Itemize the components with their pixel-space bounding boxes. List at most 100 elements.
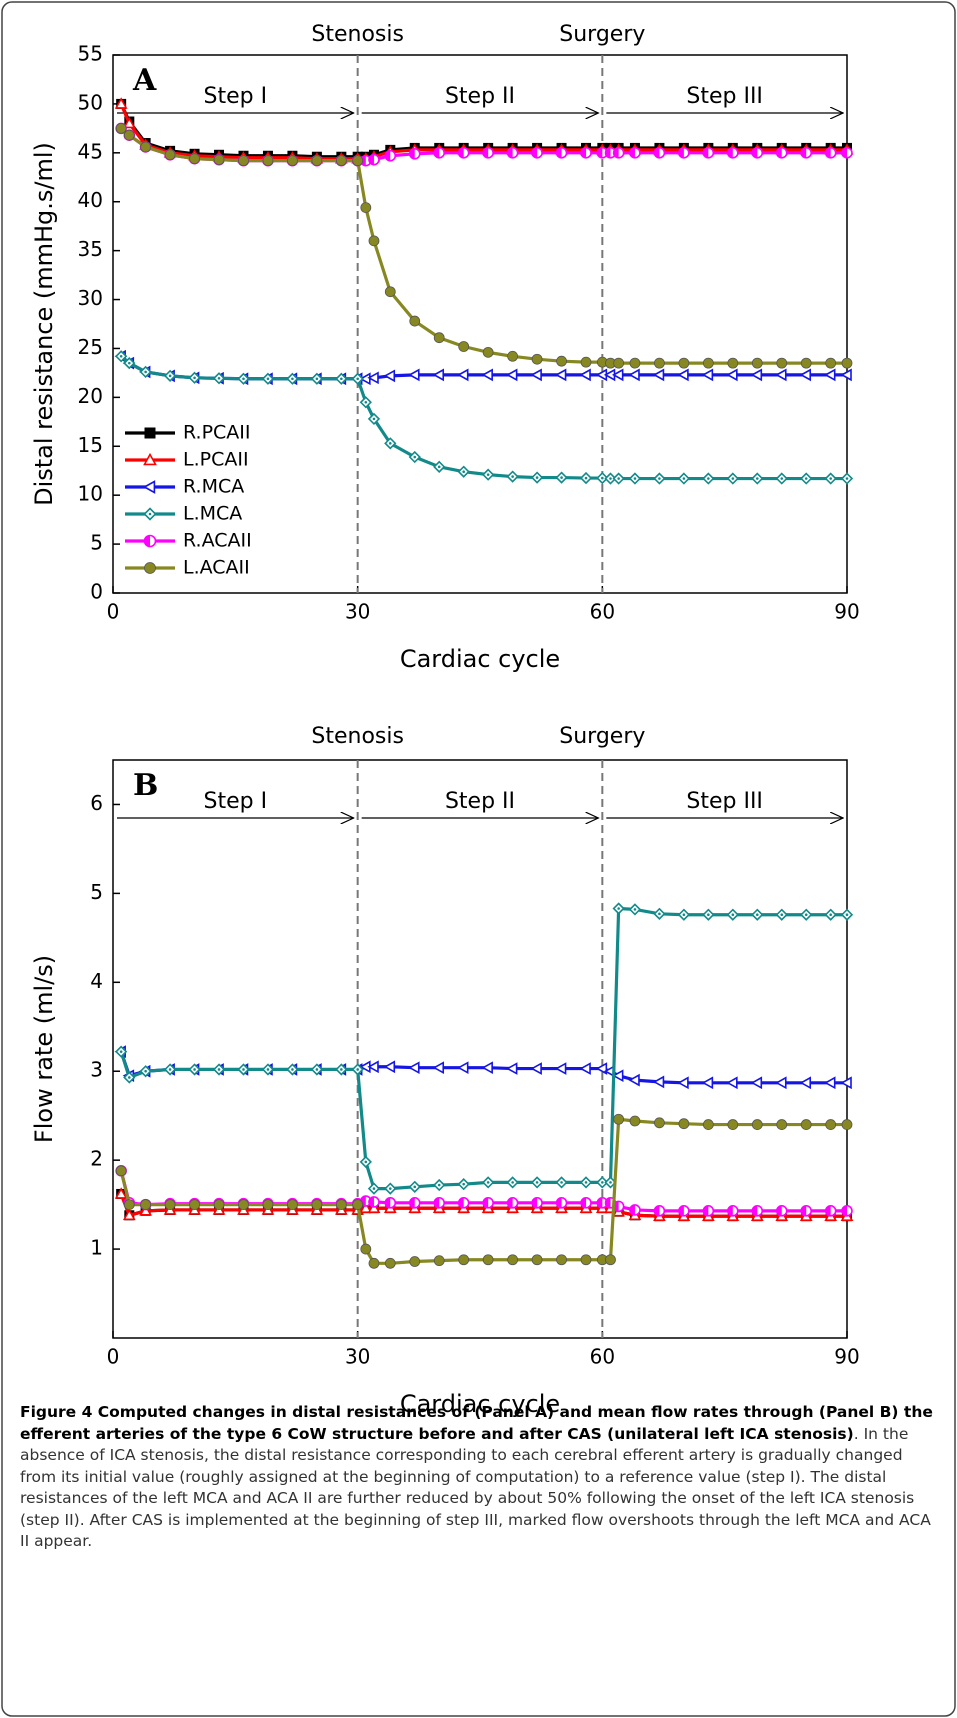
- marker-shape: [775, 1076, 787, 1090]
- marker: [359, 1201, 373, 1213]
- marker: [433, 332, 445, 344]
- marker: [775, 368, 787, 382]
- marker: [579, 1176, 593, 1189]
- marker-shape: [383, 369, 396, 383]
- marker: [554, 368, 567, 382]
- marker: [556, 1254, 567, 1266]
- marker-shape: [556, 147, 562, 158]
- marker: [530, 368, 542, 382]
- event-label: Stenosis: [311, 22, 404, 47]
- marker: [457, 368, 469, 382]
- y-tick-label: 20: [78, 384, 103, 408]
- marker-shape: [242, 377, 245, 381]
- marker-shape: [727, 1119, 739, 1130]
- y-tick-label: 3: [90, 1058, 103, 1082]
- marker-shape: [824, 368, 836, 382]
- marker-shape: [707, 913, 710, 917]
- marker-shape: [629, 1115, 641, 1127]
- marker-shape: [458, 341, 470, 352]
- marker-shape: [654, 1117, 665, 1129]
- marker-shape: [580, 356, 592, 368]
- marker-shape: [702, 1119, 714, 1130]
- marker: [727, 1119, 739, 1130]
- marker: [750, 368, 763, 382]
- marker-shape: [142, 480, 156, 494]
- marker: [212, 1063, 226, 1076]
- marker-shape: [617, 907, 620, 910]
- marker-shape: [388, 442, 392, 445]
- marker-shape: [122, 116, 136, 129]
- marker-shape: [483, 1197, 489, 1208]
- marker-shape: [122, 1208, 136, 1221]
- marker-shape: [262, 1199, 274, 1211]
- marker-shape: [579, 1062, 591, 1075]
- marker: [457, 465, 470, 478]
- marker-shape: [432, 368, 445, 382]
- marker: [457, 1197, 470, 1209]
- marker-shape: [364, 1160, 368, 1164]
- marker: [531, 1197, 543, 1209]
- y-tick-label: 5: [90, 880, 103, 904]
- marker: [408, 368, 420, 382]
- step-label: Step I: [204, 84, 268, 109]
- marker-shape: [123, 1199, 135, 1211]
- marker: [751, 1119, 763, 1130]
- marker-shape: [458, 1254, 470, 1266]
- marker: [677, 368, 689, 382]
- marker-shape: [611, 368, 624, 382]
- marker: [825, 357, 837, 369]
- marker-shape: [531, 353, 543, 365]
- marker-shape: [755, 477, 759, 480]
- marker-shape: [530, 368, 542, 382]
- marker: [506, 147, 519, 159]
- marker: [751, 908, 764, 921]
- marker: [652, 368, 665, 382]
- marker: [611, 1069, 624, 1083]
- marker-shape: [384, 1257, 396, 1269]
- marker-shape: [556, 355, 567, 367]
- marker: [286, 1063, 299, 1076]
- marker: [531, 353, 543, 365]
- marker-shape: [682, 913, 686, 917]
- y-tick-label: 35: [78, 237, 103, 261]
- marker-shape: [433, 332, 445, 344]
- marker-shape: [315, 377, 319, 381]
- marker: [629, 147, 641, 159]
- marker: [143, 452, 157, 466]
- marker-shape: [601, 476, 604, 480]
- marker-shape: [703, 1205, 709, 1216]
- y-tick-label: 50: [78, 90, 103, 114]
- marker-shape: [311, 155, 323, 167]
- marker: [262, 155, 274, 167]
- marker-shape: [841, 357, 853, 369]
- marker: [286, 372, 299, 385]
- marker: [654, 1117, 665, 1129]
- series-line: [119, 1117, 847, 1265]
- marker-shape: [800, 1119, 812, 1130]
- x-tick-label: 90: [834, 600, 859, 624]
- marker-shape: [266, 377, 270, 381]
- marker-shape: [368, 235, 380, 247]
- marker-shape: [511, 475, 514, 478]
- marker-shape: [128, 361, 131, 365]
- marker-shape: [633, 477, 637, 480]
- marker: [701, 368, 714, 382]
- marker: [384, 437, 397, 450]
- marker: [530, 1176, 544, 1189]
- marker: [580, 356, 592, 368]
- marker-shape: [845, 913, 849, 917]
- marker: [612, 902, 625, 915]
- marker: [359, 1155, 372, 1169]
- marker-shape: [825, 1119, 837, 1130]
- marker: [531, 1254, 543, 1266]
- marker: [701, 1076, 714, 1090]
- legend-label: R.MCA: [183, 476, 244, 498]
- marker: [612, 472, 625, 485]
- marker-shape: [340, 377, 343, 381]
- marker-shape: [385, 150, 391, 161]
- marker: [481, 368, 493, 382]
- marker: [677, 908, 691, 921]
- marker: [383, 1060, 396, 1074]
- marker: [776, 357, 788, 369]
- marker-shape: [597, 1197, 603, 1208]
